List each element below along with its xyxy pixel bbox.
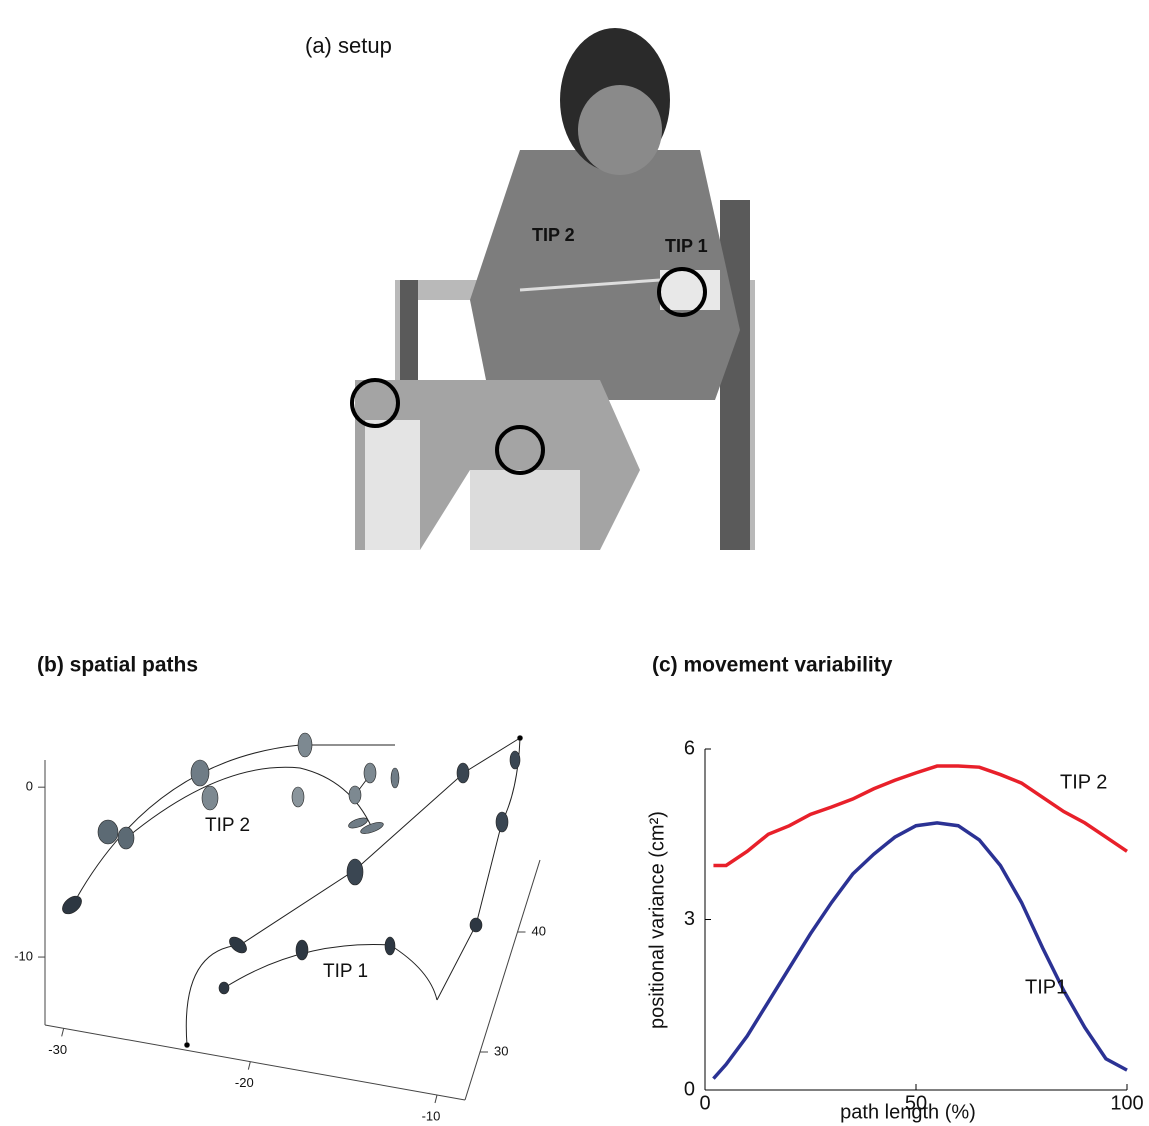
ellipsoid bbox=[59, 893, 85, 918]
strap bbox=[660, 270, 720, 310]
ellipsoid bbox=[191, 760, 209, 786]
path-end bbox=[185, 1043, 190, 1048]
y-tick-label: 30 bbox=[494, 1043, 508, 1058]
x-tick-label: 0 bbox=[699, 1092, 710, 1114]
panel-title: (b) spatial paths bbox=[37, 654, 198, 677]
x-tick-label: 50 bbox=[905, 1092, 927, 1114]
z-tick-label: -10 bbox=[14, 948, 33, 963]
x-axis bbox=[45, 1025, 465, 1100]
photo-label: TIP 2 bbox=[532, 225, 575, 245]
ellipsoid bbox=[470, 918, 482, 932]
ellipsoid bbox=[98, 820, 118, 844]
tick-mark bbox=[435, 1095, 437, 1103]
ellipsoid bbox=[385, 937, 395, 955]
ellipsoid bbox=[496, 812, 508, 832]
x-tick-label: -30 bbox=[48, 1042, 67, 1057]
ellipsoids bbox=[59, 733, 522, 1048]
ellipsoid bbox=[202, 786, 218, 810]
strap bbox=[365, 420, 420, 550]
ellipsoid bbox=[296, 940, 308, 960]
ellipsoid bbox=[298, 733, 312, 757]
ellipsoid bbox=[457, 763, 469, 783]
x-tick-label: -10 bbox=[422, 1108, 441, 1123]
photo bbox=[352, 28, 755, 550]
ellipsoid bbox=[219, 982, 229, 994]
face bbox=[578, 85, 662, 175]
annotation: TIP 2 bbox=[205, 815, 250, 836]
series-line bbox=[713, 823, 1127, 1079]
panel-title: (c) movement variability bbox=[652, 654, 893, 677]
ellipsoid bbox=[292, 787, 304, 807]
ellipsoid bbox=[510, 751, 520, 769]
series-label: TIP1 bbox=[1025, 976, 1067, 998]
ellipsoid bbox=[226, 934, 249, 956]
x-tick-label: 100 bbox=[1110, 1092, 1143, 1114]
page: (a) setup TIP 2 TIP 1 (b) spatial paths bbox=[0, 0, 1149, 1126]
y-axis-label: positional variance (cm²) bbox=[646, 811, 668, 1029]
ellipsoid bbox=[349, 786, 361, 804]
y-axis bbox=[465, 860, 540, 1100]
path-end bbox=[518, 736, 523, 741]
y-tick-label: 0 bbox=[684, 1078, 695, 1100]
tick-mark bbox=[62, 1028, 64, 1036]
annotation: TIP 1 bbox=[323, 961, 368, 982]
series-label: TIP 2 bbox=[1060, 771, 1107, 793]
figure: (a) setup TIP 2 TIP 1 (b) spatial paths bbox=[0, 0, 1149, 1126]
path-line bbox=[186, 738, 520, 1045]
z-tick-label: 0 bbox=[26, 779, 33, 794]
ellipsoid bbox=[347, 859, 363, 885]
chair-back bbox=[720, 200, 750, 550]
strap bbox=[470, 470, 580, 550]
tick-mark bbox=[248, 1062, 250, 1070]
ellipsoid bbox=[391, 768, 399, 788]
y-tick-label: 6 bbox=[684, 737, 695, 759]
ellipsoid bbox=[364, 763, 376, 783]
panel-title: (a) setup bbox=[305, 33, 392, 58]
ellipsoid bbox=[118, 827, 134, 849]
photo-label: TIP 1 bbox=[665, 236, 708, 256]
x-tick-label: -20 bbox=[235, 1075, 254, 1090]
y-tick-label: 3 bbox=[684, 908, 695, 930]
y-tick-label: 40 bbox=[532, 923, 546, 938]
